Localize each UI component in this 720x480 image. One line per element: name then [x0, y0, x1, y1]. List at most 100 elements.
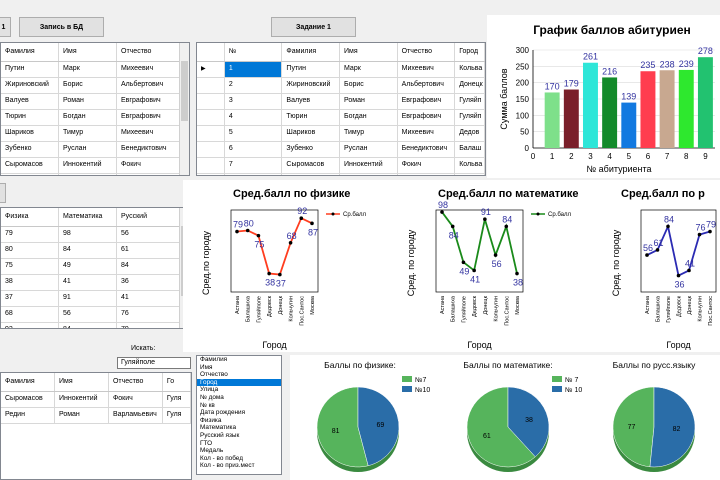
- table-row[interactable]: 6 Зубенко Руслан Бенедиктович Балаш: [197, 142, 485, 158]
- list-item[interactable]: Медаль: [200, 447, 224, 455]
- table-cell[interactable]: 98: [59, 227, 117, 242]
- column-header[interactable]: Фамилия: [1, 43, 59, 61]
- list-item[interactable]: Русский язык: [200, 431, 240, 439]
- current-row-arrow-icon[interactable]: ▶: [197, 62, 225, 77]
- table-cell[interactable]: 6: [225, 142, 283, 157]
- table-row[interactable]: Путин Марк Михеевич: [1, 62, 189, 78]
- table-cell[interactable]: Бенедиктович: [117, 142, 181, 157]
- list-item[interactable]: № кв: [200, 401, 215, 409]
- table-cell[interactable]: Редин: [1, 408, 55, 423]
- table-cell[interactable]: Михеевич: [398, 62, 456, 77]
- table-cell[interactable]: Гуля: [163, 408, 191, 423]
- table-row[interactable]: 38 41 36: [1, 275, 189, 291]
- table-cell[interactable]: 91: [59, 291, 117, 306]
- table-cell[interactable]: Гуля: [163, 392, 191, 407]
- table-cell[interactable]: Тимур: [59, 174, 117, 175]
- column-header[interactable]: Имя: [340, 43, 398, 61]
- table-cell[interactable]: Марк: [59, 62, 117, 77]
- list-item[interactable]: № дома: [200, 393, 224, 401]
- list-item[interactable]: Кол - во приз.мест: [200, 462, 255, 470]
- table-cell[interactable]: Валуев: [1, 94, 59, 109]
- table-row[interactable]: 4 Тюрин Богдан Евграфович Гуляйп: [197, 110, 485, 126]
- row-header[interactable]: [197, 174, 225, 175]
- table-cell[interactable]: 41: [59, 275, 117, 290]
- table-cell[interactable]: Гуляйп: [455, 94, 485, 109]
- table-row[interactable]: Валуев Роман Евграфович: [1, 94, 189, 110]
- table-row[interactable]: 37 91 41: [1, 291, 189, 307]
- table-cell[interactable]: Донецк: [455, 78, 485, 93]
- table-cell[interactable]: Сыромасов: [282, 158, 341, 173]
- table-cell[interactable]: 84: [59, 243, 117, 258]
- list-item[interactable]: Математика: [200, 424, 237, 432]
- table-cell[interactable]: 56: [59, 307, 117, 322]
- table-cell[interactable]: Руслан: [59, 142, 117, 157]
- table-cell[interactable]: 80: [1, 243, 59, 258]
- table-row[interactable]: Сыромасов Иннокентий Фокич: [1, 158, 189, 174]
- scores-grid[interactable]: Физика Математика Русский 79 98 56 80 84 61 75 49…: [0, 207, 190, 329]
- row-header[interactable]: [197, 78, 225, 93]
- table-cell[interactable]: Тимур: [59, 126, 117, 141]
- column-header[interactable]: Го: [163, 373, 191, 391]
- column-header[interactable]: Русский: [117, 208, 181, 226]
- table-row[interactable]: 80 84 61: [1, 243, 189, 259]
- table-cell[interactable]: Микола: [1, 174, 59, 175]
- table-cell[interactable]: 7: [225, 158, 283, 173]
- table-cell[interactable]: Москв: [455, 174, 485, 175]
- table-row[interactable]: 68 56 76: [1, 307, 189, 323]
- table-cell[interactable]: Фокич: [398, 158, 456, 173]
- table-cell[interactable]: Тюрин: [282, 110, 341, 125]
- table-cell[interactable]: 79: [117, 323, 181, 328]
- table-cell[interactable]: Жириновский: [282, 78, 341, 93]
- table-cell[interactable]: 76: [117, 307, 181, 322]
- table-cell[interactable]: Михеевич: [117, 62, 181, 77]
- table-cell[interactable]: Евграфович: [117, 110, 181, 125]
- table-cell[interactable]: Тимур: [340, 174, 398, 175]
- table-cell[interactable]: Альбертович: [117, 78, 181, 93]
- column-header[interactable]: Город: [455, 43, 485, 61]
- table-cell[interactable]: Богдан: [59, 110, 117, 125]
- table-cell[interactable]: Дедов: [455, 126, 485, 141]
- row-header[interactable]: [197, 142, 225, 157]
- table-cell[interactable]: 92: [1, 323, 59, 328]
- table-cell[interactable]: Иннокентий: [55, 392, 109, 407]
- table-row[interactable]: 2 Жириновский Борис Альбертович Донецк: [197, 78, 485, 94]
- list-item[interactable]: Дата рождения: [200, 409, 246, 417]
- table-row[interactable]: Сыромасов Иннокентий Фокич Гуля: [1, 392, 191, 408]
- field-listbox[interactable]: Фамилия Имя Отчество Город Улица № дома № кв Да…: [196, 355, 282, 475]
- table-cell[interactable]: Иннокентий: [59, 158, 117, 173]
- table-cell[interactable]: Сыромасов: [1, 392, 55, 407]
- table-cell[interactable]: Фокич: [117, 158, 181, 173]
- table-cell[interactable]: Пелиоктович: [117, 174, 181, 175]
- table-cell[interactable]: Валуев: [282, 94, 341, 109]
- table-cell[interactable]: 84: [117, 259, 181, 274]
- table-row[interactable]: Шариков Тимур Михеевич: [1, 126, 189, 142]
- table-cell[interactable]: Тимур: [340, 126, 398, 141]
- table-row[interactable]: 928479: [1, 323, 189, 328]
- column-header[interactable]: Имя: [55, 373, 109, 391]
- table-cell[interactable]: 61: [117, 243, 181, 258]
- table-cell[interactable]: Варламьевич: [109, 408, 163, 423]
- main-grid[interactable]: № Фамилия Имя Отчество Город ▶ 1 Путин Марк Михе…: [196, 42, 486, 176]
- table-cell[interactable]: Роман: [340, 94, 398, 109]
- table-cell[interactable]: Шариков: [282, 126, 341, 141]
- table-cell[interactable]: Борис: [340, 78, 398, 93]
- table-cell[interactable]: 2: [225, 78, 283, 93]
- table-cell[interactable]: 36: [117, 275, 181, 290]
- table-row[interactable]: МиколаТимурПелиоктович: [1, 174, 189, 175]
- table-row[interactable]: Зубенко Руслан Бенедиктович: [1, 142, 189, 158]
- table-cell[interactable]: 4: [225, 110, 283, 125]
- row-header[interactable]: [197, 158, 225, 173]
- list-item[interactable]: ГТО: [200, 439, 213, 447]
- table-cell[interactable]: Жириновский: [1, 78, 59, 93]
- table-row[interactable]: 79 98 56: [1, 227, 189, 243]
- table-cell[interactable]: Роман: [59, 94, 117, 109]
- table-row[interactable]: Тюрин Богдан Евграфович: [1, 110, 189, 126]
- table-cell[interactable]: Альбертович: [398, 78, 456, 93]
- table-cell[interactable]: Микола: [282, 174, 341, 175]
- list-item[interactable]: Город: [197, 378, 281, 387]
- row-header[interactable]: [197, 94, 225, 109]
- table-cell[interactable]: Кольва: [455, 158, 485, 173]
- table-cell[interactable]: Евграфович: [398, 110, 456, 125]
- row-header[interactable]: [197, 110, 225, 125]
- table-cell[interactable]: Евграфович: [398, 94, 456, 109]
